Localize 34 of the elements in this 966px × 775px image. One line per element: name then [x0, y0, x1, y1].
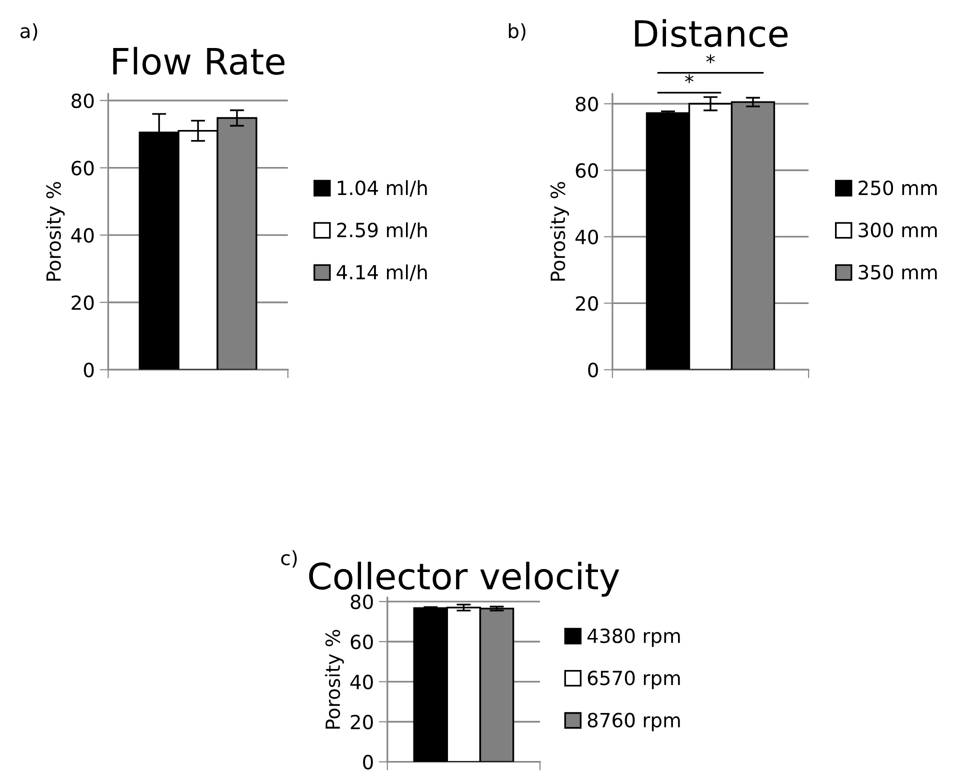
y-tick-label: 0 [363, 754, 373, 770]
legend-label: 350 mm [858, 264, 937, 280]
text: b) [508, 23, 526, 41]
y-tick-label: 20 [576, 296, 598, 311]
y-tick-label: 40 [71, 228, 94, 243]
text: * [706, 54, 715, 64]
y-tick-label: 80 [72, 93, 94, 108]
y-tick-label: 20 [350, 714, 373, 730]
y-axis-title: Porosity % [325, 630, 344, 729]
chart-title: Distance [635, 19, 788, 48]
y-tick-label: 60 [576, 163, 598, 178]
text: a) [20, 23, 38, 41]
legend-label: 250 mm [858, 180, 937, 196]
y-axis-title: Porosity % [46, 182, 65, 281]
legend-label: 4380 rpm [587, 628, 680, 647]
y-tick-label: 40 [350, 674, 373, 690]
y-tick-label: 80 [350, 594, 373, 610]
legend-label: 8760 rpm [588, 712, 680, 732]
text: * [684, 74, 694, 84]
y-axis-title: Porosity % [550, 182, 569, 281]
y-tick-label: 60 [72, 160, 94, 176]
text: c) [281, 550, 297, 568]
y-tick-label: 20 [72, 295, 94, 310]
legend-label: 6570 rpm [588, 670, 680, 690]
y-tick-label: 40 [575, 230, 598, 244]
y-tick-label: 0 [84, 362, 94, 378]
y-tick-label: 80 [576, 96, 598, 112]
legend-label: 4.14 ml/h [336, 264, 427, 282]
legend-label: 300 mm [858, 222, 937, 238]
chart-title: Flow Rate [113, 46, 284, 75]
legend-label: 1.04 ml/h [338, 180, 427, 197]
legend-label: 2.59 ml/h [337, 222, 427, 239]
y-tick-label: 60 [350, 634, 373, 650]
y-tick-label: 0 [588, 362, 598, 378]
